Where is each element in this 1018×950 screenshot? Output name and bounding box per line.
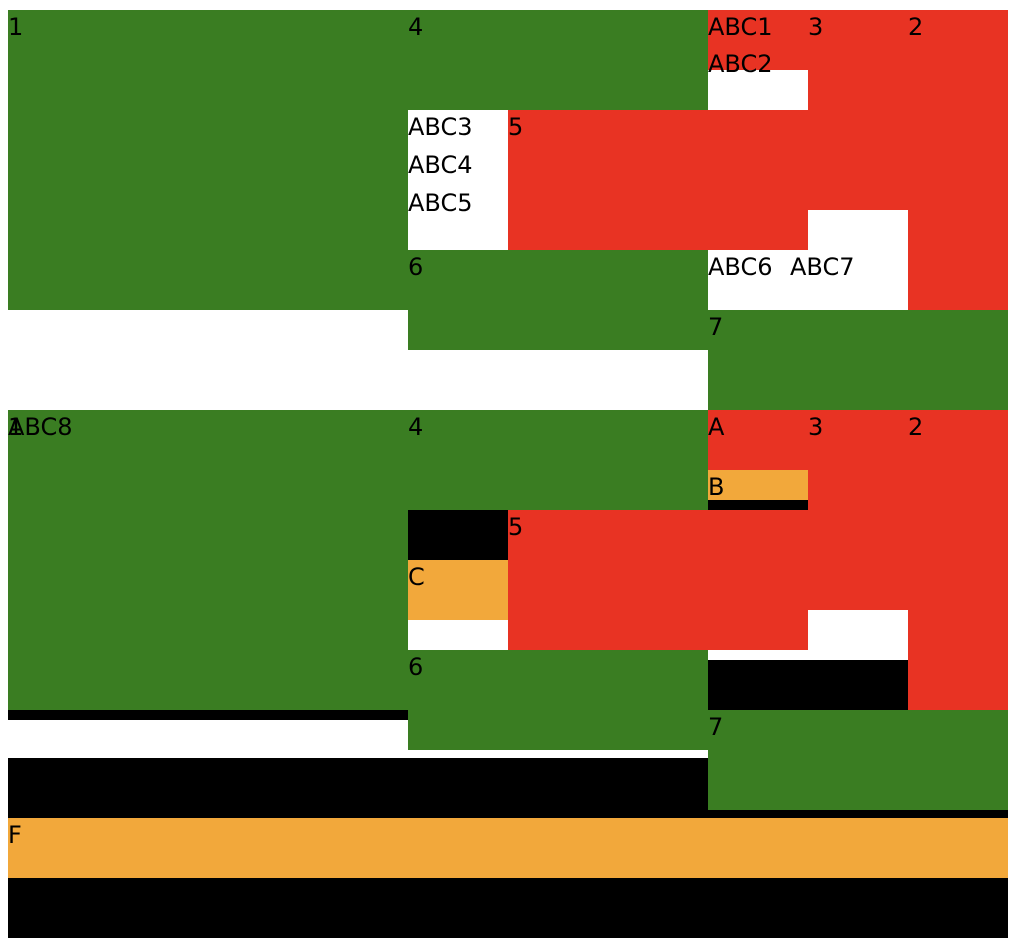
bottom-label-abc8: ABC8 (8, 413, 73, 441)
top-block-4 (408, 10, 708, 110)
top-label-abc4: ABC4 (408, 151, 473, 179)
top-block-1 (8, 10, 408, 310)
bottom-label-6: 6 (408, 653, 424, 681)
top-block-6 (408, 250, 708, 350)
top-label-3: 3 (808, 13, 824, 41)
bottom-black-strip-b (708, 500, 808, 510)
bottom-block-1 (8, 410, 408, 710)
top-label-abc7: ABC7 (790, 253, 855, 281)
bottom-label-3: 3 (808, 413, 824, 441)
bottom-label-1: 1 (8, 413, 24, 441)
top-label-abc2: ABC2 (708, 50, 773, 78)
bottom-block-b (708, 470, 808, 500)
bottom-block-6 (408, 650, 708, 750)
top-label-4: 4 (408, 13, 424, 41)
bottom-label-c: C (408, 563, 425, 591)
top-label-abc5: ABC5 (408, 189, 473, 217)
top-label-1: 1 (8, 13, 24, 41)
bottom-white-notch (808, 610, 908, 650)
top-label-abc1: ABC1 (708, 13, 773, 41)
top-white-notch (808, 210, 908, 250)
bottom-black-strip-left (8, 710, 408, 720)
bottom-block-f (8, 818, 1008, 878)
bottom-label-5: 5 (508, 513, 524, 541)
bottom-black-block-left (408, 510, 508, 560)
bottom-black-band-3 (8, 878, 1008, 938)
bottom-label-a: A (708, 413, 725, 441)
top-abc-list-cell (408, 110, 508, 250)
top-label-6: 6 (408, 253, 424, 281)
top-label-2: 2 (908, 13, 924, 41)
bottom-white-strip-right (708, 650, 908, 660)
bottom-label-f: F (8, 821, 22, 849)
top-block-5 (508, 110, 808, 250)
top-label-abc6: ABC6 (708, 253, 773, 281)
top-block-7 (708, 310, 1008, 410)
bottom-white-cell-left (408, 620, 508, 650)
bottom-black-block-right (708, 660, 908, 710)
bottom-label-2: 2 (908, 413, 924, 441)
top-label-7: 7 (708, 313, 724, 341)
bottom-black-band-2 (8, 810, 1008, 818)
top-abc2-cell (708, 70, 808, 110)
bottom-label-7: 7 (708, 713, 724, 741)
bottom-block-7 (708, 710, 1008, 810)
top-label-5: 5 (508, 113, 524, 141)
bottom-block-4 (408, 410, 708, 510)
bottom-label-b: B (708, 473, 725, 501)
top-label-abc3: ABC3 (408, 113, 473, 141)
bottom-block-5 (508, 510, 808, 650)
bottom-label-4: 4 (408, 413, 424, 441)
bottom-black-band-1 (8, 758, 708, 810)
bottom-block-c (408, 560, 508, 620)
top-abc6-abc7-cell (708, 250, 908, 310)
